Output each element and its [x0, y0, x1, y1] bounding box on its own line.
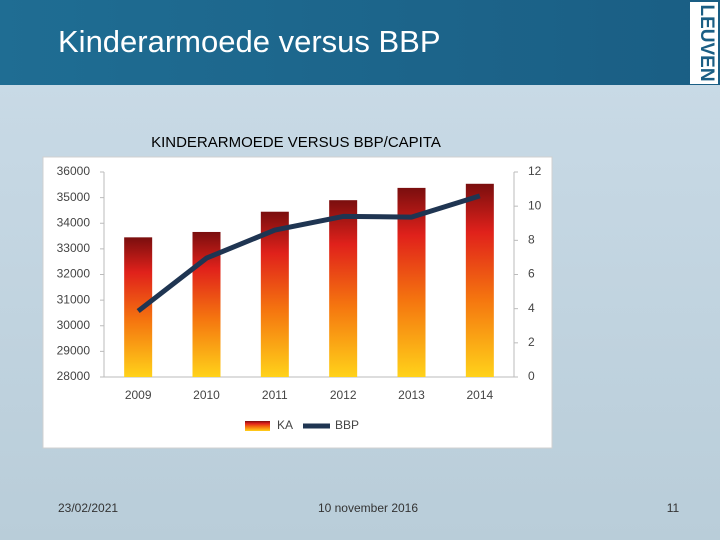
x-tick-label: 2012: [330, 388, 357, 402]
y-tick-label: 31000: [57, 292, 91, 306]
y2-tick-label: 6: [528, 267, 535, 281]
y-tick-label: 30000: [57, 318, 91, 332]
y2-tick-label: 0: [528, 369, 535, 383]
legend-label: BBP: [335, 418, 359, 432]
y2-tick-label: 10: [528, 198, 542, 212]
y2-tick-label: 8: [528, 233, 535, 247]
chart: 28000 29000 30000 31000 32000 33000 34000 35000…: [57, 164, 542, 432]
y-tick-label: 28000: [57, 369, 91, 383]
x-tick-label: 2009: [125, 388, 152, 402]
x-tick-label: 2014: [466, 388, 493, 402]
bar: [124, 237, 153, 377]
x-tick-label: 2013: [398, 388, 425, 402]
date: 23/02/2021: [58, 501, 118, 515]
y-tick-label: 29000: [57, 344, 91, 358]
y2-tick-label: 2: [528, 335, 535, 349]
y-tick-label: 32000: [57, 267, 91, 281]
logo-box: [690, 2, 718, 84]
x-tick-label: 2010: [193, 388, 220, 402]
header-bar: [0, 0, 720, 85]
y-tick-label: 36000: [57, 164, 91, 178]
slide-title: Kinderarmoede versus BBP: [58, 24, 441, 59]
y2-tick-label: 12: [528, 164, 542, 178]
bar: [329, 200, 358, 377]
bar: [465, 183, 494, 377]
logo: LEUVEN: [696, 4, 717, 81]
line: [136, 193, 481, 314]
bar: [260, 211, 289, 377]
y-tick-label: 34000: [57, 215, 91, 229]
y2-tick-label: 4: [528, 301, 535, 315]
page-number: 11: [667, 501, 680, 515]
legend-swatch: [245, 421, 270, 431]
footer: 10 november 2016: [318, 501, 418, 515]
legend-label: KA: [277, 418, 293, 432]
y-tick-label: 33000: [57, 241, 91, 255]
x-tick-label: 2011: [262, 388, 288, 402]
y-tick-label: 35000: [57, 190, 91, 204]
chart-title: KINDERARMOEDE VERSUS BBP/CAPITA: [151, 134, 441, 151]
